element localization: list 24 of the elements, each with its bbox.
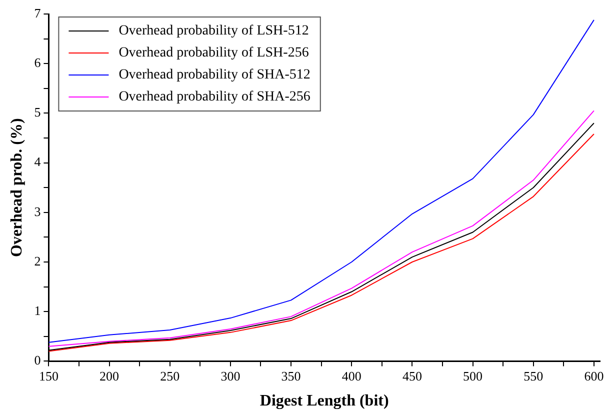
x-tick-label: 250 [160, 368, 180, 384]
legend-label: Overhead probability of SHA-256 [118, 90, 310, 105]
y-tick-label: 3 [34, 204, 41, 219]
y-tick-label: 0 [34, 352, 41, 368]
x-tick-label: 550 [524, 368, 544, 384]
y-tick-label: 2 [34, 253, 41, 268]
x-tick-label: 200 [100, 368, 120, 384]
y-tick-label: 5 [34, 104, 41, 120]
y-tick-label: 6 [34, 55, 42, 70]
x-axis-title: Digest Length (bit) [260, 392, 389, 410]
legend-label: Overhead probability of LSH-256 [118, 46, 309, 61]
legend-label: Overhead probability of SHA-512 [118, 68, 310, 83]
x-tick-label: 400 [342, 368, 362, 384]
y-axis-title: Overhead prob. (%) [8, 118, 26, 258]
x-tick-label: 450 [402, 368, 422, 384]
x-tick-label: 300 [220, 368, 240, 384]
y-tick-label: 4 [34, 154, 42, 170]
legend-label: Overhead probability of LSH-512 [118, 24, 309, 39]
x-tick-label: 150 [38, 368, 58, 384]
y-tick-label: 7 [34, 5, 42, 20]
y-tick-label: 1 [34, 303, 41, 318]
x-tick-label: 350 [281, 368, 301, 384]
x-tick-label: 500 [463, 368, 483, 384]
x-tick-label: 600 [584, 368, 604, 384]
